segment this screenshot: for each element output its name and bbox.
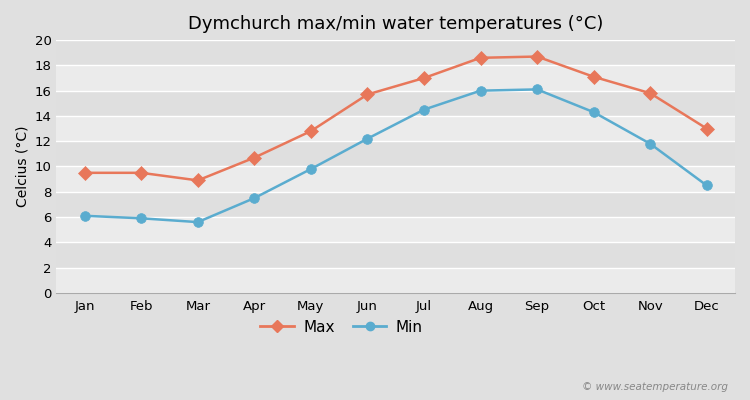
Bar xyxy=(56,91,735,116)
Line: Max: Max xyxy=(80,52,712,185)
Bar xyxy=(56,166,735,192)
Bar xyxy=(56,116,735,141)
Bar xyxy=(56,141,735,166)
Bar xyxy=(56,40,735,65)
Bar xyxy=(56,217,735,242)
Max xyxy=(250,155,259,160)
Bar xyxy=(56,268,735,293)
Y-axis label: Celcius (°C): Celcius (°C) xyxy=(15,126,29,207)
Max xyxy=(590,74,598,79)
Min xyxy=(250,196,259,200)
Legend: Max, Min: Max, Min xyxy=(254,314,429,341)
Min xyxy=(136,216,146,221)
Max xyxy=(419,76,428,80)
Max xyxy=(646,91,655,96)
Bar xyxy=(56,242,735,268)
Max xyxy=(307,129,316,134)
Min xyxy=(307,167,316,172)
Min xyxy=(80,213,89,218)
Max xyxy=(194,178,202,183)
Min xyxy=(702,183,711,188)
Min xyxy=(476,88,485,93)
Min xyxy=(590,110,598,114)
Bar xyxy=(56,192,735,217)
Min xyxy=(532,87,542,92)
Max xyxy=(363,92,372,97)
Max xyxy=(702,126,711,131)
Text: © www.seatemperature.org: © www.seatemperature.org xyxy=(581,382,728,392)
Max xyxy=(532,54,542,59)
Title: Dymchurch max/min water temperatures (°C): Dymchurch max/min water temperatures (°C… xyxy=(188,15,604,33)
Min xyxy=(363,136,372,141)
Min xyxy=(646,141,655,146)
Line: Min: Min xyxy=(80,84,712,227)
Min xyxy=(419,107,428,112)
Bar xyxy=(56,65,735,91)
Max xyxy=(136,170,146,175)
Min xyxy=(194,220,202,224)
Max xyxy=(80,170,89,175)
Max xyxy=(476,56,485,60)
